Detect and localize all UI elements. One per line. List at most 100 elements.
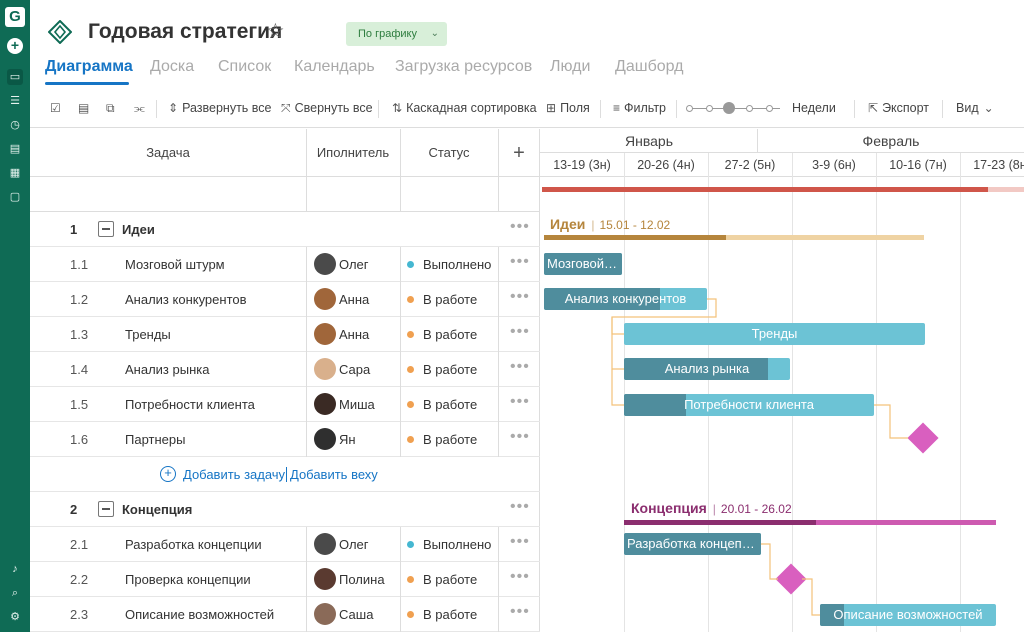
fields-button[interactable]: ⊞ Поля — [546, 101, 590, 115]
group-concept-remaining[interactable] — [816, 520, 996, 525]
row-number: 2 — [70, 502, 78, 517]
task-name: Проверка концепции — [125, 572, 251, 587]
table-row[interactable]: 2.2 Проверка концепции Полина В работе •… — [30, 562, 540, 597]
more-options-icon[interactable]: ••• — [510, 253, 530, 270]
zoom-step[interactable] — [766, 105, 773, 112]
zoom-slider-knob[interactable] — [723, 102, 735, 114]
table-row[interactable]: 1.5 Потребности клиента Миша В работе ••… — [30, 387, 540, 422]
tab-people[interactable]: Люди — [550, 58, 591, 75]
fields-label: Поля — [560, 101, 590, 115]
group-concept-progress[interactable] — [624, 520, 816, 525]
table-row[interactable]: 1.2 Анализ конкурентов Анна В работе ••• — [30, 282, 540, 317]
expand-all-button[interactable]: ⇕ Развернуть все — [168, 101, 272, 115]
table-row[interactable]: 1.1 Мозговой штурм Олег Выполнено ••• — [30, 247, 540, 282]
folder-icon[interactable]: ▭ — [7, 69, 23, 85]
task-bar-brainstorm[interactable]: Мозговой штурм — [544, 253, 622, 275]
week-gridline — [792, 153, 793, 632]
zoom-step[interactable] — [706, 105, 713, 112]
status-text: В работе — [423, 362, 478, 377]
hierarchy-icon[interactable]: ⧉ — [106, 101, 115, 115]
column-header-task[interactable]: Задача — [30, 129, 306, 177]
grid-icon[interactable]: ▦ — [9, 167, 21, 179]
group-ideas-range: 15.01 - 12.02 — [591, 218, 670, 232]
add-task-icon[interactable]: + — [160, 466, 176, 482]
export-button[interactable]: ⇱ Экспорт — [868, 101, 929, 115]
group-row[interactable]: 2 Концепция ••• — [30, 492, 540, 527]
table-row[interactable]: 2.3 Описание возможностей Саша В работе … — [30, 597, 540, 632]
app-logo[interactable]: G — [5, 7, 25, 27]
more-options-icon[interactable]: ••• — [510, 393, 530, 410]
table-row[interactable]: 1.3 Тренды Анна В работе ••• — [30, 317, 540, 352]
link-icon[interactable]: ⫘ — [134, 101, 145, 115]
tab-calendar[interactable]: Календарь — [294, 58, 375, 75]
task-bar-features[interactable]: Описание возможностей — [820, 604, 996, 626]
collapse-toggle-icon[interactable] — [98, 501, 114, 517]
dependency-line — [611, 317, 624, 370]
row-number: 1.5 — [70, 397, 89, 412]
tab-dashboard[interactable]: Дашборд — [615, 58, 684, 75]
tab-workload[interactable]: Загрузка ресурсов — [395, 58, 533, 75]
chat-icon[interactable]: ▢ — [9, 191, 21, 203]
add-task-link[interactable]: Добавить задачу — [183, 467, 286, 482]
more-options-icon[interactable]: ••• — [510, 568, 530, 585]
column-header-assignee[interactable]: Иполнитель — [306, 129, 400, 177]
bell-icon[interactable]: ♪ — [12, 563, 18, 575]
zoom-step[interactable] — [686, 105, 693, 112]
dependency-line — [874, 404, 908, 439]
add-icon[interactable]: + — [7, 38, 23, 54]
tab-gantt[interactable]: Диаграмма — [45, 58, 133, 75]
status-text: Выполнено — [423, 257, 492, 272]
more-options-icon[interactable]: ••• — [510, 358, 530, 375]
grid-divider — [400, 129, 401, 211]
more-options-icon[interactable]: ••• — [510, 218, 530, 235]
more-options-icon[interactable]: ••• — [510, 288, 530, 305]
more-options-icon[interactable]: ••• — [510, 428, 530, 445]
cascade-sort-button[interactable]: ⇅ Каскадная сортировка — [392, 101, 537, 115]
table-row[interactable]: 1.4 Анализ рынка Сара В работе ••• — [30, 352, 540, 387]
more-options-icon[interactable]: ••• — [510, 498, 530, 515]
add-column-button[interactable]: + — [498, 129, 540, 177]
project-status-dropdown[interactable]: По графику ⌄ — [346, 22, 447, 46]
more-options-icon[interactable]: ••• — [510, 323, 530, 340]
more-options-icon[interactable]: ••• — [510, 603, 530, 620]
task-bar-market[interactable]: Анализ рынка — [624, 358, 790, 380]
divider — [676, 100, 677, 118]
tab-board[interactable]: Доска — [150, 58, 195, 75]
filter-button[interactable]: ≡ Фильтр — [613, 101, 666, 115]
divider — [286, 467, 287, 482]
week-gridline — [960, 153, 961, 632]
list-icon[interactable]: ☰ — [10, 95, 20, 107]
zoom-step[interactable] — [746, 105, 753, 112]
divider — [600, 100, 601, 118]
column-header-status[interactable]: Статус — [400, 129, 498, 177]
add-milestone-link[interactable]: Добавить веху — [290, 467, 378, 482]
task-bar-concept-dev[interactable]: Разработка концепции — [624, 533, 761, 555]
status-text: Выполнено — [423, 537, 492, 552]
status-dot-icon — [407, 401, 414, 408]
task-bar-needs[interactable]: Потребности клиента — [624, 394, 874, 416]
group-row[interactable]: 1 Идеи ••• — [30, 212, 540, 247]
collapse-toggle-icon[interactable] — [98, 221, 114, 237]
add-task-icon[interactable]: ▤ — [78, 101, 90, 115]
favorite-star-icon[interactable]: ☆ — [266, 20, 285, 43]
task-bar-trends[interactable]: Тренды — [624, 323, 925, 345]
clock-icon[interactable]: ◷ — [10, 119, 20, 131]
table-row[interactable]: 2.1 Разработка концепции Олег Выполнено … — [30, 527, 540, 562]
task-bar-competitors[interactable]: Анализ конкурентов — [544, 288, 707, 310]
doc-icon[interactable]: ▤ — [9, 143, 21, 155]
week-header: 27-2 (5н) — [708, 153, 792, 177]
group-ideas-remaining[interactable] — [726, 235, 924, 240]
zoom-slider-track[interactable] — [690, 108, 780, 109]
settings-icon[interactable]: ⚙ — [10, 611, 20, 623]
more-options-icon[interactable]: ••• — [510, 533, 530, 550]
tab-list[interactable]: Список — [218, 58, 272, 75]
table-row[interactable]: 1.6 Партнеры Ян В работе ••• — [30, 422, 540, 457]
week-gridline — [876, 153, 877, 632]
status-dot-icon — [407, 331, 414, 338]
checkbox-icon[interactable]: ☑ — [50, 101, 61, 115]
group-ideas-progress[interactable] — [544, 235, 726, 240]
status-text: В работе — [423, 397, 478, 412]
collapse-all-button[interactable]: ⤧ Свернуть все — [281, 101, 373, 116]
search-icon[interactable]: ⌕ — [11, 587, 19, 599]
view-dropdown[interactable]: Вид ⌄ — [956, 101, 998, 115]
